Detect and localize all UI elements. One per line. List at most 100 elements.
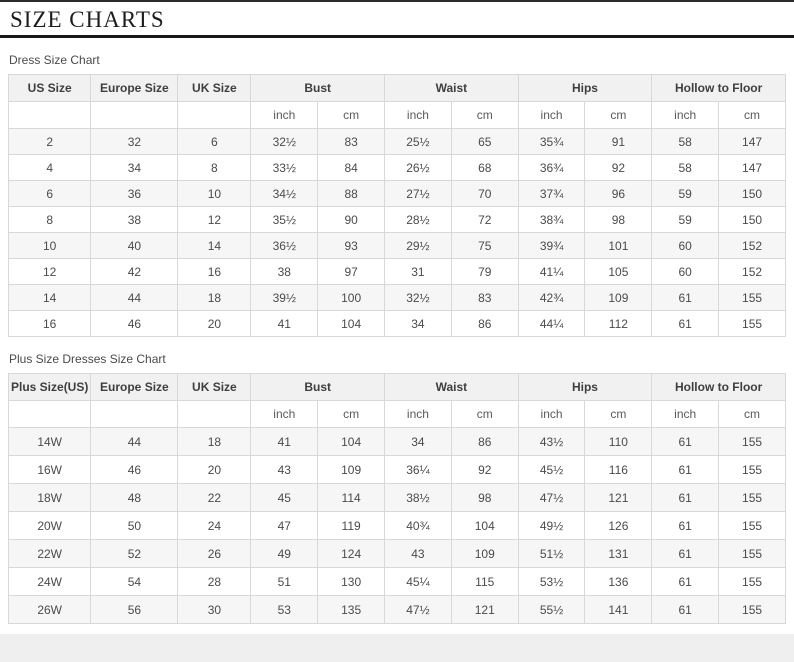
column-header: UK Size [177,74,252,102]
measurement-cell: 34 [90,154,179,181]
measurement-cell: 130 [317,567,386,596]
page-title: SIZE CHARTS [10,7,165,32]
header-row: Plus Size(US) Europe Size UK Size Bust Waist… [7,373,786,401]
measurement-cell: 28½ [384,206,452,233]
measurement-cell: 110 [584,427,653,456]
measurement-cell: 34 [384,310,452,337]
measurement-cell: 135 [317,595,386,624]
measurement-cell: 56 [90,595,179,624]
table-row: 26W 56 30 53 135 47½ 121 55½ 141 61 155 [7,595,786,624]
measurement-cell: 92 [450,455,519,484]
unit-header: cm [317,101,386,129]
measurement-cell: 104 [317,310,386,337]
column-header: Europe Size [90,373,179,401]
table-row: 24W 54 28 51 130 45¼ 115 53½ 136 61 155 [7,567,786,596]
plus-size-chart-table: Plus Size(US) Europe Size UK Size Bust Waist… [7,373,786,624]
measurement-cell: 91 [584,128,653,155]
measurement-cell: 27½ [384,180,452,207]
measurement-cell: 51 [250,567,319,596]
measurement-cell: 43½ [517,427,586,456]
table-row: 2 32 6 32½ 83 25½ 65 35¾ 91 58 147 [7,128,786,155]
measurement-cell: 42¾ [517,284,586,311]
measurement-cell: 35¾ [517,128,586,155]
measurement-cell: 44¼ [517,310,586,337]
unit-header: inch [250,101,319,129]
measurement-cell: 121 [584,483,653,512]
unit-header: inch [517,101,586,129]
size-cell: 12 [7,258,92,285]
size-cell: 20W [7,511,92,540]
measurement-cell: 61 [651,511,720,540]
size-cell: 4 [7,154,92,181]
measurement-cell: 22 [177,483,252,512]
measurement-cell: 38¾ [517,206,586,233]
measurement-cell: 47½ [517,483,586,512]
dress-size-chart-table: US Size Europe Size UK Size Bust Waist Hips Ho… [7,74,786,337]
measurement-group-header: Bust [250,74,386,102]
tables-container: Dress Size Chart US Size Europe Size UK Siz… [7,53,786,624]
measurement-group-header: Hollow to Floor [651,373,786,401]
measurement-cell: 126 [584,511,653,540]
unit-header: cm [718,101,786,129]
measurement-cell: 18 [177,427,252,456]
measurement-cell: 48 [90,483,179,512]
measurement-cell: 150 [718,180,786,207]
bottom-band [0,634,794,662]
measurement-cell: 61 [651,595,720,624]
measurement-group-header: Waist [384,373,519,401]
measurement-cell: 43 [384,539,452,568]
measurement-cell: 136 [584,567,653,596]
measurement-cell: 6 [177,128,252,155]
measurement-cell: 45½ [517,455,586,484]
measurement-cell: 40¾ [384,511,452,540]
table-row: 16 46 20 41 104 34 86 44¼ 112 61 155 [7,310,786,337]
measurement-cell: 116 [584,455,653,484]
measurement-cell: 93 [317,232,386,259]
measurement-cell: 42 [90,258,179,285]
measurement-cell: 88 [317,180,386,207]
measurement-cell: 155 [718,539,786,568]
measurement-cell: 38½ [384,483,452,512]
measurement-cell: 50 [90,511,179,540]
measurement-cell: 61 [651,483,720,512]
unit-header: cm [450,101,519,129]
measurement-cell: 152 [718,258,786,285]
size-cell: 10 [7,232,92,259]
size-cell: 24W [7,567,92,596]
measurement-cell: 36¾ [517,154,586,181]
measurement-cell: 18 [177,284,252,311]
measurement-group-header: Waist [384,74,519,102]
plus-size-chart-label: Plus Size Dresses Size Chart [9,352,166,366]
measurement-cell: 97 [317,258,386,285]
size-cell: 2 [7,128,92,155]
empty-header-cell [177,400,252,428]
measurement-cell: 36½ [250,232,319,259]
measurement-cell: 61 [651,310,720,337]
measurement-cell: 155 [718,567,786,596]
measurement-cell: 83 [450,284,519,311]
measurement-cell: 92 [584,154,653,181]
measurement-cell: 14 [177,232,252,259]
measurement-cell: 52 [90,539,179,568]
header-row: US Size Europe Size UK Size Bust Waist Hips Ho… [7,74,786,102]
measurement-cell: 30 [177,595,252,624]
unit-header: cm [584,400,653,428]
measurement-cell: 20 [177,455,252,484]
measurement-cell: 46 [90,455,179,484]
empty-header-cell [7,400,92,428]
empty-header-cell [177,101,252,129]
empty-header-cell [90,400,179,428]
column-header: Plus Size(US) [7,373,92,401]
measurement-cell: 155 [718,483,786,512]
measurement-cell: 109 [450,539,519,568]
measurement-cell: 104 [317,427,386,456]
measurement-cell: 61 [651,427,720,456]
measurement-cell: 70 [450,180,519,207]
measurement-cell: 58 [651,154,720,181]
measurement-cell: 53½ [517,567,586,596]
measurement-cell: 41 [250,427,319,456]
empty-header-cell [7,101,92,129]
unit-header: cm [584,101,653,129]
size-cell: 26W [7,595,92,624]
